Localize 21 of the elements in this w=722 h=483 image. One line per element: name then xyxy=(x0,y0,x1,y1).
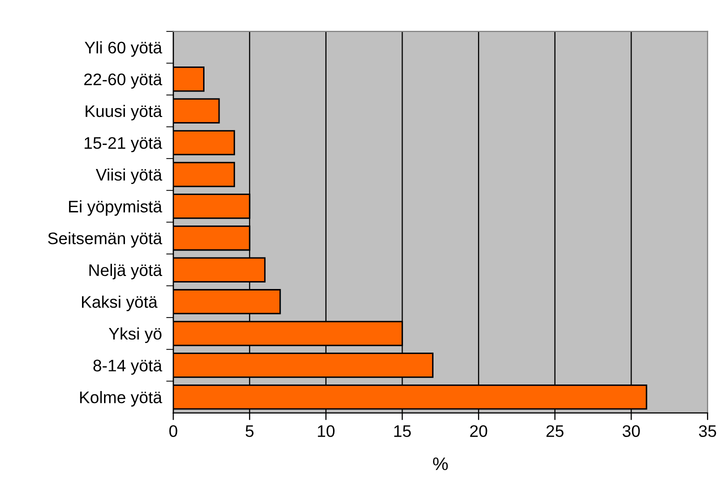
y-tick-label: Kaksi yötä xyxy=(82,296,158,312)
y-tick-label: 22-60 yötä xyxy=(84,73,162,89)
x-tick-label: 35 xyxy=(698,425,716,438)
x-axis-title: % xyxy=(433,458,448,470)
y-tick-label: Kolme yötä xyxy=(80,391,162,407)
x-tick-label: 25 xyxy=(546,425,564,438)
y-tick-label: Ei yöpymistä xyxy=(69,200,162,216)
x-tick-label: 0 xyxy=(169,425,178,438)
x-tick-label: 5 xyxy=(246,425,254,438)
x-tick-label: 10 xyxy=(318,425,335,438)
y-tick-label: Neljä yötä xyxy=(89,264,162,280)
y-tick-label: Seitsemän yötä xyxy=(48,232,162,248)
y-tick-label: 15-21 yötä xyxy=(84,137,162,152)
y-tick-label: Yli 60 yötä xyxy=(84,41,162,57)
x-tick-label: 15 xyxy=(394,425,411,438)
y-tick-label: Viisi yötä xyxy=(96,168,162,184)
x-tick-label: 20 xyxy=(470,425,488,438)
y-tick-label: 8-14 yötä xyxy=(93,360,162,375)
y-tick-label: Kuusi yötä xyxy=(86,104,162,120)
x-tick-label: 30 xyxy=(622,425,640,438)
y-tick-label: Yksi yö xyxy=(108,327,162,343)
